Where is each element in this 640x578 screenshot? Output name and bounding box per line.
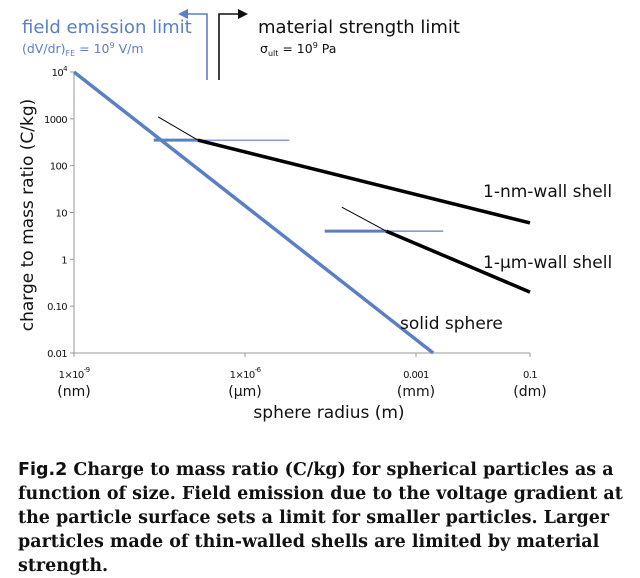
caption-text: Charge to mass ratio (C/kg) for spherica… bbox=[18, 460, 623, 576]
series-label-solid: solid sphere bbox=[400, 314, 503, 334]
x-tick-unit: (nm) bbox=[57, 384, 90, 400]
x-tick-unit: (dm) bbox=[513, 384, 546, 400]
x-tick-unit: (mm) bbox=[397, 384, 435, 400]
series-label-1um: 1-µm-wall shell bbox=[483, 253, 612, 273]
figure-label: Fig.2 bbox=[18, 460, 68, 480]
y-tick-label: 0.01 bbox=[47, 349, 67, 360]
x-axis-label: sphere radius (m) bbox=[253, 403, 404, 423]
y-tick-label: 104 bbox=[52, 65, 69, 79]
series-line bbox=[197, 138, 531, 225]
y-tick-exponent: 4 bbox=[63, 65, 68, 73]
material-strength-title: material strength limit bbox=[258, 17, 460, 38]
series-line bbox=[385, 229, 531, 294]
x-tick-label: 0.1 bbox=[523, 370, 537, 381]
x-tick-label: 1×10-9 bbox=[59, 366, 90, 381]
y-tick-label: 1 bbox=[61, 255, 67, 266]
series-layer bbox=[72, 70, 531, 355]
material-strength-arrow bbox=[218, 9, 248, 80]
series-label-1nm: 1-nm-wall shell bbox=[483, 182, 612, 202]
figure-caption: Fig.2 Charge to mass ratio (C/kg) for sp… bbox=[18, 458, 623, 578]
axes-layer: 104 1000 100 10 1 0.10 0.01 1×10-9 (nm) 1×10-6 (µm… bbox=[44, 65, 547, 400]
field-emission-formula: (dV/dr)FE = 109 V/m bbox=[22, 41, 144, 58]
field-emission-arrow bbox=[178, 9, 208, 80]
x-tick-exponent: -6 bbox=[255, 366, 262, 374]
chart: 104 1000 100 10 1 0.10 0.01 1×10-9 (nm) 1×10-6 (µm… bbox=[18, 9, 612, 423]
y-axis-label: charge to mass ratio (C/kg) bbox=[18, 99, 38, 332]
x-tick-exponent: -9 bbox=[84, 366, 90, 374]
y-tick-label: 10 bbox=[55, 209, 67, 220]
material-strength-formula: σult = 109 Pa bbox=[260, 41, 336, 58]
limit-line bbox=[341, 206, 387, 232]
y-tick-label: 0.10 bbox=[47, 302, 67, 313]
y-tick-label: 1000 bbox=[44, 115, 67, 126]
field-emission-title: field emission limit bbox=[22, 17, 192, 38]
y-tick-label: 100 bbox=[50, 162, 68, 173]
x-tick-label: 0.001 bbox=[403, 370, 429, 381]
series-line bbox=[72, 70, 435, 355]
x-tick-label: 1×10-6 bbox=[230, 366, 262, 381]
limit-line bbox=[157, 116, 199, 141]
x-tick-unit: (µm) bbox=[228, 384, 261, 400]
